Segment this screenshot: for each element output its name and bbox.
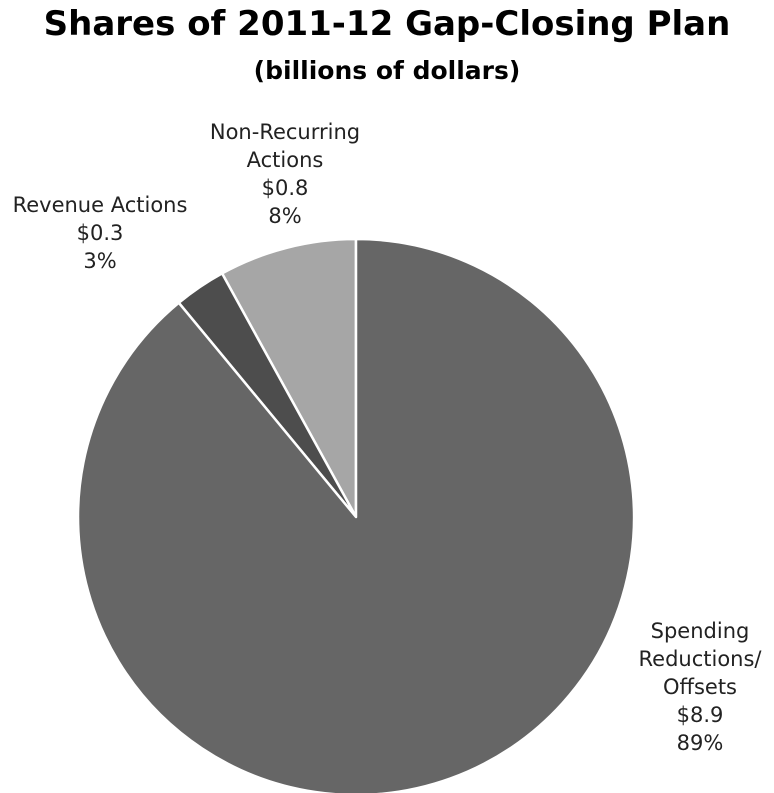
slice-label-line: Spending [650, 619, 750, 643]
pie-slice-spending-reductions-offsets [76, 237, 636, 793]
slice-label-line: Offsets [662, 675, 738, 699]
slice-label-spending-reductions-offsets: Spending Reductions/ Offsets $8.9 89% [626, 617, 774, 757]
slice-percent-label: 3% [83, 249, 117, 273]
pie-slice-non-recurring-actions [220, 237, 358, 519]
slice-percent-label: 8% [268, 204, 302, 228]
slice-label-non-recurring-actions: Non-Recurring Actions $0.8 8% [190, 118, 380, 230]
slice-label-line: Non-Recurring [209, 120, 361, 144]
slice-label-line: Actions [246, 148, 324, 172]
slice-value-label: $8.9 [676, 703, 724, 727]
slice-value-label: $0.8 [261, 176, 309, 200]
slice-label-revenue-actions: Revenue Actions $0.3 3% [0, 191, 200, 275]
slice-label-line: Reductions/ [638, 647, 762, 671]
chart-subtitle: (billions of dollars) [253, 56, 521, 85]
slice-label-line: Revenue Actions [12, 193, 188, 217]
slice-percent-label: 89% [676, 731, 724, 755]
chart-title: Shares of 2011-12 Gap-Closing Plan [43, 4, 731, 44]
slice-value-label: $0.3 [76, 221, 124, 245]
